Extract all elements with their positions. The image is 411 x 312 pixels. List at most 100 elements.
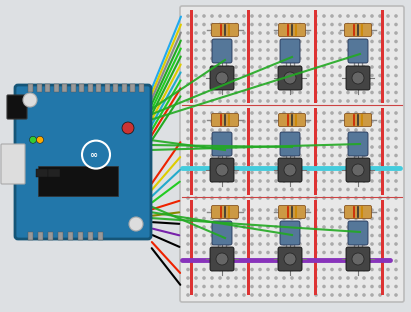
Circle shape: [227, 163, 229, 165]
Circle shape: [259, 285, 261, 288]
Circle shape: [195, 180, 197, 182]
Circle shape: [355, 57, 357, 60]
Circle shape: [211, 129, 213, 131]
Circle shape: [323, 23, 325, 26]
FancyBboxPatch shape: [346, 66, 370, 90]
Circle shape: [387, 277, 389, 279]
Circle shape: [355, 32, 357, 34]
Circle shape: [323, 294, 325, 296]
Circle shape: [347, 112, 349, 114]
Circle shape: [283, 188, 285, 191]
Circle shape: [275, 100, 277, 102]
Circle shape: [291, 91, 293, 94]
Bar: [98, 232, 103, 240]
Circle shape: [203, 120, 205, 123]
Bar: [189, 108, 192, 195]
Circle shape: [379, 32, 381, 34]
Circle shape: [275, 112, 277, 114]
Circle shape: [275, 251, 277, 254]
Circle shape: [267, 180, 269, 182]
Circle shape: [371, 234, 373, 236]
Circle shape: [307, 137, 309, 139]
Circle shape: [275, 294, 277, 296]
Circle shape: [251, 146, 253, 148]
Circle shape: [203, 32, 205, 34]
Circle shape: [283, 277, 285, 279]
Bar: [53, 84, 58, 92]
Circle shape: [331, 57, 333, 60]
Circle shape: [299, 234, 301, 236]
Circle shape: [235, 100, 237, 102]
Circle shape: [363, 40, 365, 43]
Circle shape: [363, 171, 365, 173]
Circle shape: [371, 217, 373, 220]
Circle shape: [339, 146, 341, 148]
Circle shape: [211, 285, 213, 288]
Circle shape: [371, 49, 373, 51]
Circle shape: [243, 15, 245, 17]
Circle shape: [352, 72, 364, 84]
Circle shape: [259, 234, 261, 236]
Circle shape: [395, 294, 397, 296]
Circle shape: [323, 180, 325, 182]
Circle shape: [203, 285, 205, 288]
Circle shape: [275, 120, 277, 123]
Circle shape: [323, 40, 325, 43]
Bar: [88, 84, 92, 92]
Circle shape: [187, 268, 189, 271]
Circle shape: [355, 294, 357, 296]
Circle shape: [323, 74, 325, 77]
Circle shape: [219, 197, 221, 199]
FancyBboxPatch shape: [278, 66, 302, 90]
Circle shape: [187, 83, 189, 85]
Circle shape: [187, 49, 189, 51]
FancyBboxPatch shape: [344, 114, 372, 126]
Circle shape: [339, 129, 341, 131]
Circle shape: [339, 40, 341, 43]
Circle shape: [307, 129, 309, 131]
Circle shape: [347, 40, 349, 43]
Circle shape: [203, 23, 205, 26]
Circle shape: [331, 100, 333, 102]
Circle shape: [267, 112, 269, 114]
Circle shape: [323, 57, 325, 60]
Circle shape: [187, 100, 189, 102]
Circle shape: [203, 66, 205, 68]
Circle shape: [203, 40, 205, 43]
Circle shape: [259, 129, 261, 131]
Circle shape: [299, 83, 301, 85]
Circle shape: [251, 277, 253, 279]
Circle shape: [219, 285, 221, 288]
Circle shape: [315, 277, 317, 279]
Circle shape: [331, 15, 333, 17]
Circle shape: [371, 74, 373, 77]
Circle shape: [187, 74, 189, 77]
Circle shape: [395, 100, 397, 102]
Circle shape: [339, 66, 341, 68]
Circle shape: [323, 91, 325, 94]
Circle shape: [219, 217, 221, 220]
Circle shape: [395, 83, 397, 85]
Bar: [48, 232, 53, 240]
Bar: [58, 232, 63, 240]
Circle shape: [299, 180, 301, 182]
Circle shape: [235, 15, 237, 17]
Circle shape: [227, 285, 229, 288]
Circle shape: [291, 74, 293, 77]
Circle shape: [283, 91, 285, 94]
Circle shape: [267, 40, 269, 43]
Circle shape: [379, 251, 381, 254]
Circle shape: [203, 163, 205, 165]
Circle shape: [363, 243, 365, 245]
Circle shape: [315, 15, 317, 17]
Circle shape: [379, 129, 381, 131]
FancyBboxPatch shape: [344, 23, 372, 37]
Circle shape: [395, 209, 397, 211]
Circle shape: [355, 163, 357, 165]
Circle shape: [307, 91, 309, 94]
Circle shape: [363, 91, 365, 94]
Circle shape: [315, 226, 317, 228]
Circle shape: [395, 91, 397, 94]
Circle shape: [371, 120, 373, 123]
Circle shape: [187, 40, 189, 43]
